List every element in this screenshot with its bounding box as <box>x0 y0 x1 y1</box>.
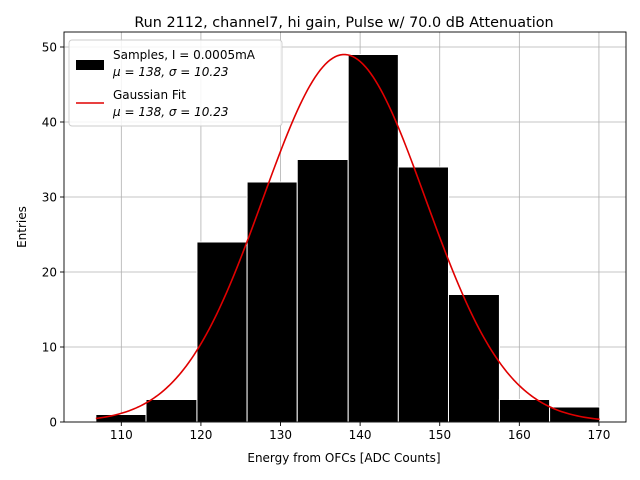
histogram-bar-3 <box>246 181 298 423</box>
y-tick-label-0: 0 <box>49 416 57 430</box>
x-tick-label-0: 110 <box>110 428 133 442</box>
x-tick-label-3: 140 <box>349 428 372 442</box>
x-tick-label-1: 120 <box>189 428 212 442</box>
gaussian-fit-curve <box>95 53 600 421</box>
histogram-bar-1 <box>145 399 198 423</box>
x-axis-label: Energy from OFCs [ADC Counts] <box>247 451 440 465</box>
histogram-bar-0 <box>95 414 147 423</box>
legend-samples-swatch <box>76 60 104 70</box>
legend-fit-label: Gaussian Fit <box>113 88 186 102</box>
legend-fit-stats: μ = 138, σ = 10.23 <box>112 105 229 119</box>
histogram-bar-7 <box>447 294 500 423</box>
y-tick-label-5: 50 <box>42 41 57 55</box>
y-axis-ticks: 0 10 20 30 40 50 <box>42 41 64 430</box>
histogram-bars <box>95 54 601 423</box>
histogram-bar-2 <box>196 241 248 423</box>
chart-title: Run 2112, channel7, hi gain, Pulse w/ 70… <box>134 15 553 31</box>
y-tick-label-2: 20 <box>42 266 57 280</box>
x-tick-label-5: 160 <box>508 428 531 442</box>
histogram-bar-4 <box>296 159 349 423</box>
y-tick-label-4: 40 <box>42 116 57 130</box>
y-tick-label-1: 10 <box>42 341 57 355</box>
legend-samples-label: Samples, I = 0.0005mA <box>113 48 256 62</box>
histogram-bar-6 <box>397 166 449 423</box>
legend-box <box>68 39 283 127</box>
x-tick-label-4: 150 <box>428 428 451 442</box>
x-tick-label-6: 170 <box>587 428 610 442</box>
legend: Samples, I = 0.0005mA μ = 138, σ = 10.23… <box>68 39 283 127</box>
plot-frame <box>63 31 627 423</box>
x-axis-ticks: 110 120 130 140 150 160 170 <box>110 422 610 442</box>
y-tick-label-3: 30 <box>42 191 57 205</box>
x-tick-label-2: 130 <box>269 428 292 442</box>
legend-samples-stats: μ = 138, σ = 10.23 <box>112 65 229 79</box>
y-axis-label: Entries <box>15 206 29 248</box>
